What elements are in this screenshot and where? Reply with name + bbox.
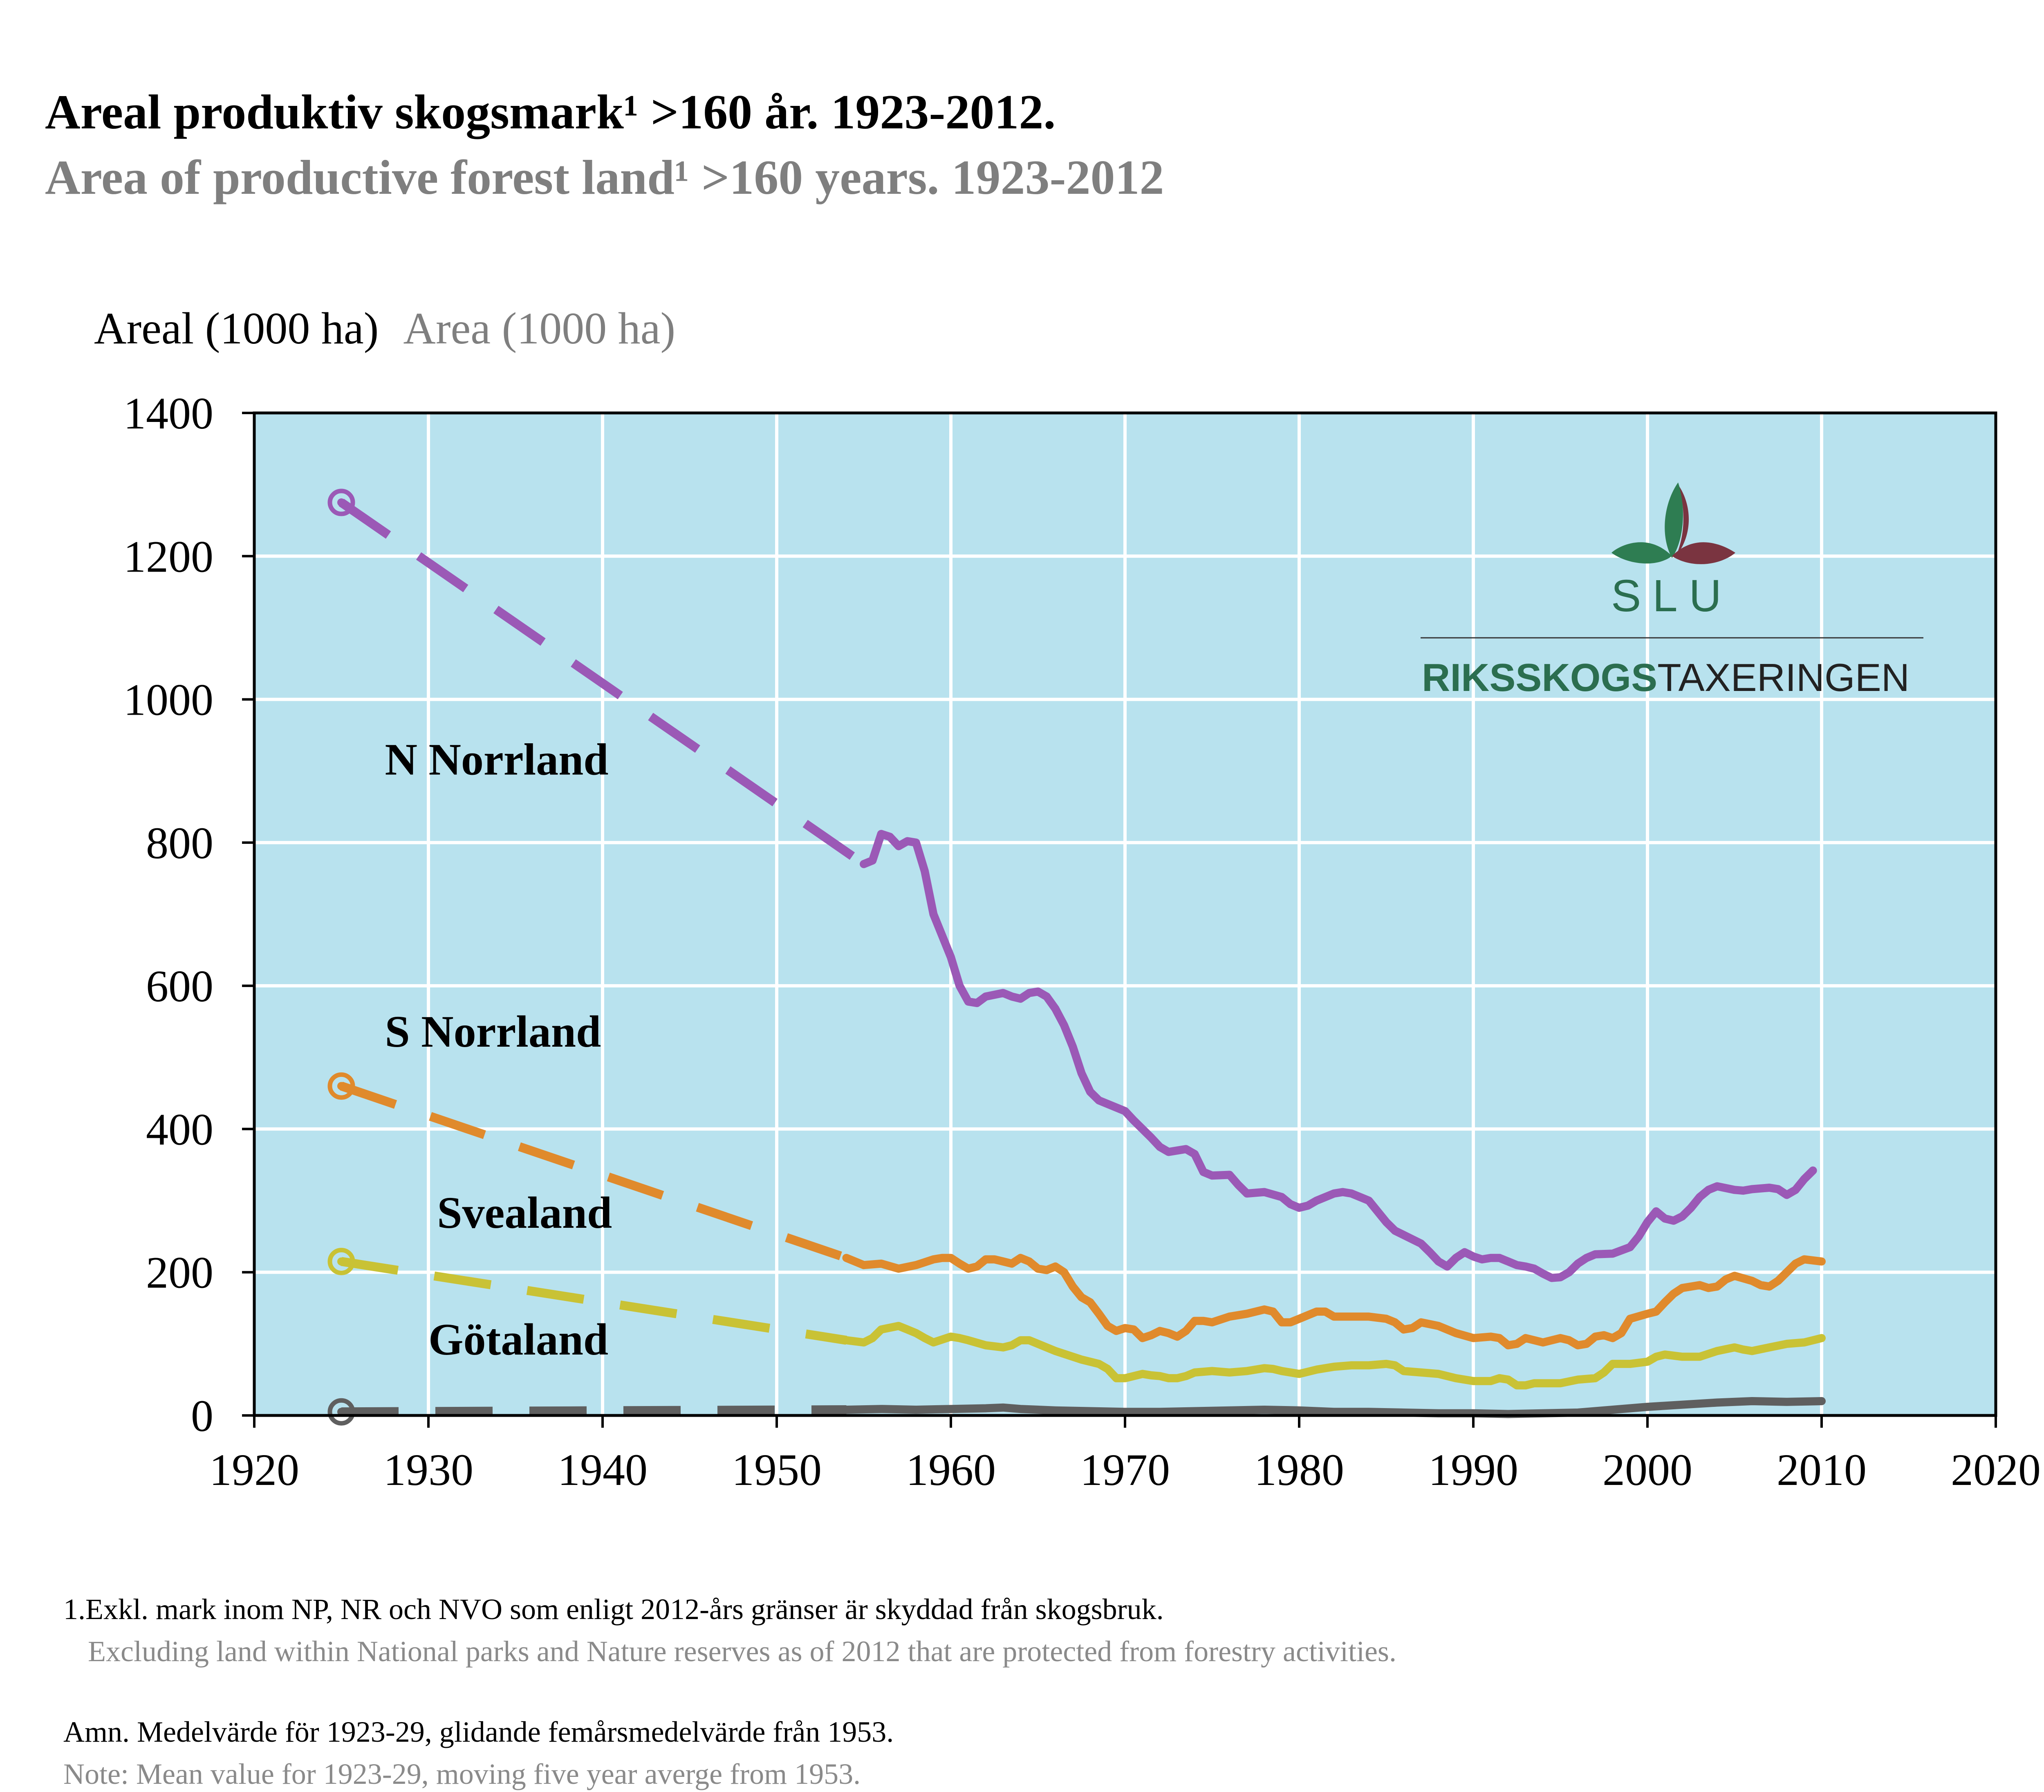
- y-tick-label: 1200: [123, 532, 213, 581]
- start-point-dot: [337, 1257, 345, 1266]
- y-tick-label: 200: [146, 1248, 213, 1298]
- series-line-dashed: [341, 1257, 847, 1345]
- y-tick-label: 0: [191, 1391, 213, 1441]
- series-line: [842, 1254, 1826, 1350]
- start-point-marker: [327, 1072, 355, 1100]
- x-tick-label: 1970: [1080, 1445, 1170, 1495]
- x-tick-label: 2000: [1602, 1445, 1692, 1495]
- series-line: [842, 1322, 1826, 1390]
- grid: [254, 413, 1996, 1415]
- logo-riksskogstaxeringen: RIKSSKOGSTAXERINGEN: [1422, 656, 1910, 700]
- x-tick-label: 1920: [209, 1445, 299, 1495]
- x-tick-label: 1960: [906, 1445, 996, 1495]
- leaf-center-icon: [1665, 482, 1683, 558]
- series-line: [860, 830, 1817, 1282]
- series-label: Götaland: [428, 1314, 608, 1364]
- series-label: S Norrland: [385, 1007, 601, 1056]
- leaf-right-icon: [1672, 542, 1735, 564]
- note-sv: Amn. Medelvärde för 1923-29, glidande fe…: [63, 1716, 894, 1748]
- chart-title: Areal produktiv skogsmark¹ >160 år. 1923…: [45, 85, 1056, 139]
- y-tick-label: 800: [146, 818, 213, 868]
- start-point-dot: [337, 1408, 345, 1416]
- series-n-norrland: N Norrland: [327, 489, 1817, 1282]
- logo-bold-part: RIKSSKOGS: [1422, 656, 1657, 700]
- x-tick-label: 1930: [383, 1445, 473, 1495]
- series-line-dashed: [338, 498, 867, 868]
- y-tick-label: 600: [146, 961, 213, 1011]
- logo-slu-text: SLU: [1611, 571, 1733, 621]
- start-point-dot: [337, 1082, 345, 1090]
- start-point-dot: [337, 498, 345, 507]
- x-tick-label: 1980: [1254, 1445, 1344, 1495]
- y-axis-label-en: Area (1000 ha): [403, 303, 676, 353]
- series-svealand: Svealand: [327, 1188, 1826, 1390]
- footnote-sv: 1.Exkl. mark inom NP, NR och NVO som enl…: [63, 1593, 1164, 1626]
- y-tick-label: 400: [146, 1104, 213, 1154]
- start-point-marker: [327, 1398, 355, 1426]
- slu-logo: SLU RIKSSKOGSTAXERINGEN: [1421, 482, 1923, 700]
- y-tick-label: 1000: [123, 675, 213, 725]
- chart-subtitle: Area of productive forest land¹ >160 yea…: [45, 150, 1164, 204]
- y-tick-label: 1400: [123, 388, 213, 438]
- start-point-marker: [327, 1247, 355, 1275]
- y-axis-label: Areal (1000 ha) Area (1000 ha): [94, 303, 675, 354]
- series-layer: N Norrland S Norrland Svealand Götaland: [327, 489, 1826, 1426]
- axis-ticks: 1920 1930 1940 1950 1960 1970 1980 1990 2000 2010…: [123, 388, 2041, 1495]
- series-s-norrland: S Norrland: [327, 1007, 1826, 1350]
- x-tick-label: 1990: [1428, 1445, 1518, 1495]
- leaf-left-icon: [1611, 542, 1672, 564]
- series-label: N Norrland: [385, 734, 609, 784]
- series-g-taland: Götaland: [327, 1314, 1826, 1426]
- logo-light-part: TAXERINGEN: [1657, 656, 1910, 700]
- leaf-right-stem-icon: [1676, 487, 1689, 556]
- x-tick-label: 2010: [1777, 1445, 1867, 1495]
- series-line: [842, 1397, 1826, 1418]
- line-chart: N Norrland S Norrland Svealand Götaland 192…: [123, 388, 2041, 1495]
- start-point-marker: [327, 489, 355, 516]
- footnote-en: Excluding land within National parks and…: [88, 1635, 1396, 1668]
- series-line-dashed: [341, 1405, 847, 1417]
- x-tick-label: 1940: [558, 1445, 648, 1495]
- y-axis-label-sv: Areal (1000 ha): [94, 303, 379, 353]
- note-en: Note: Mean value for 1923-29, moving fiv…: [63, 1758, 861, 1790]
- series-label: Svealand: [437, 1188, 612, 1238]
- x-tick-label: 1950: [732, 1445, 822, 1495]
- x-tick-label: 2020: [1951, 1445, 2041, 1495]
